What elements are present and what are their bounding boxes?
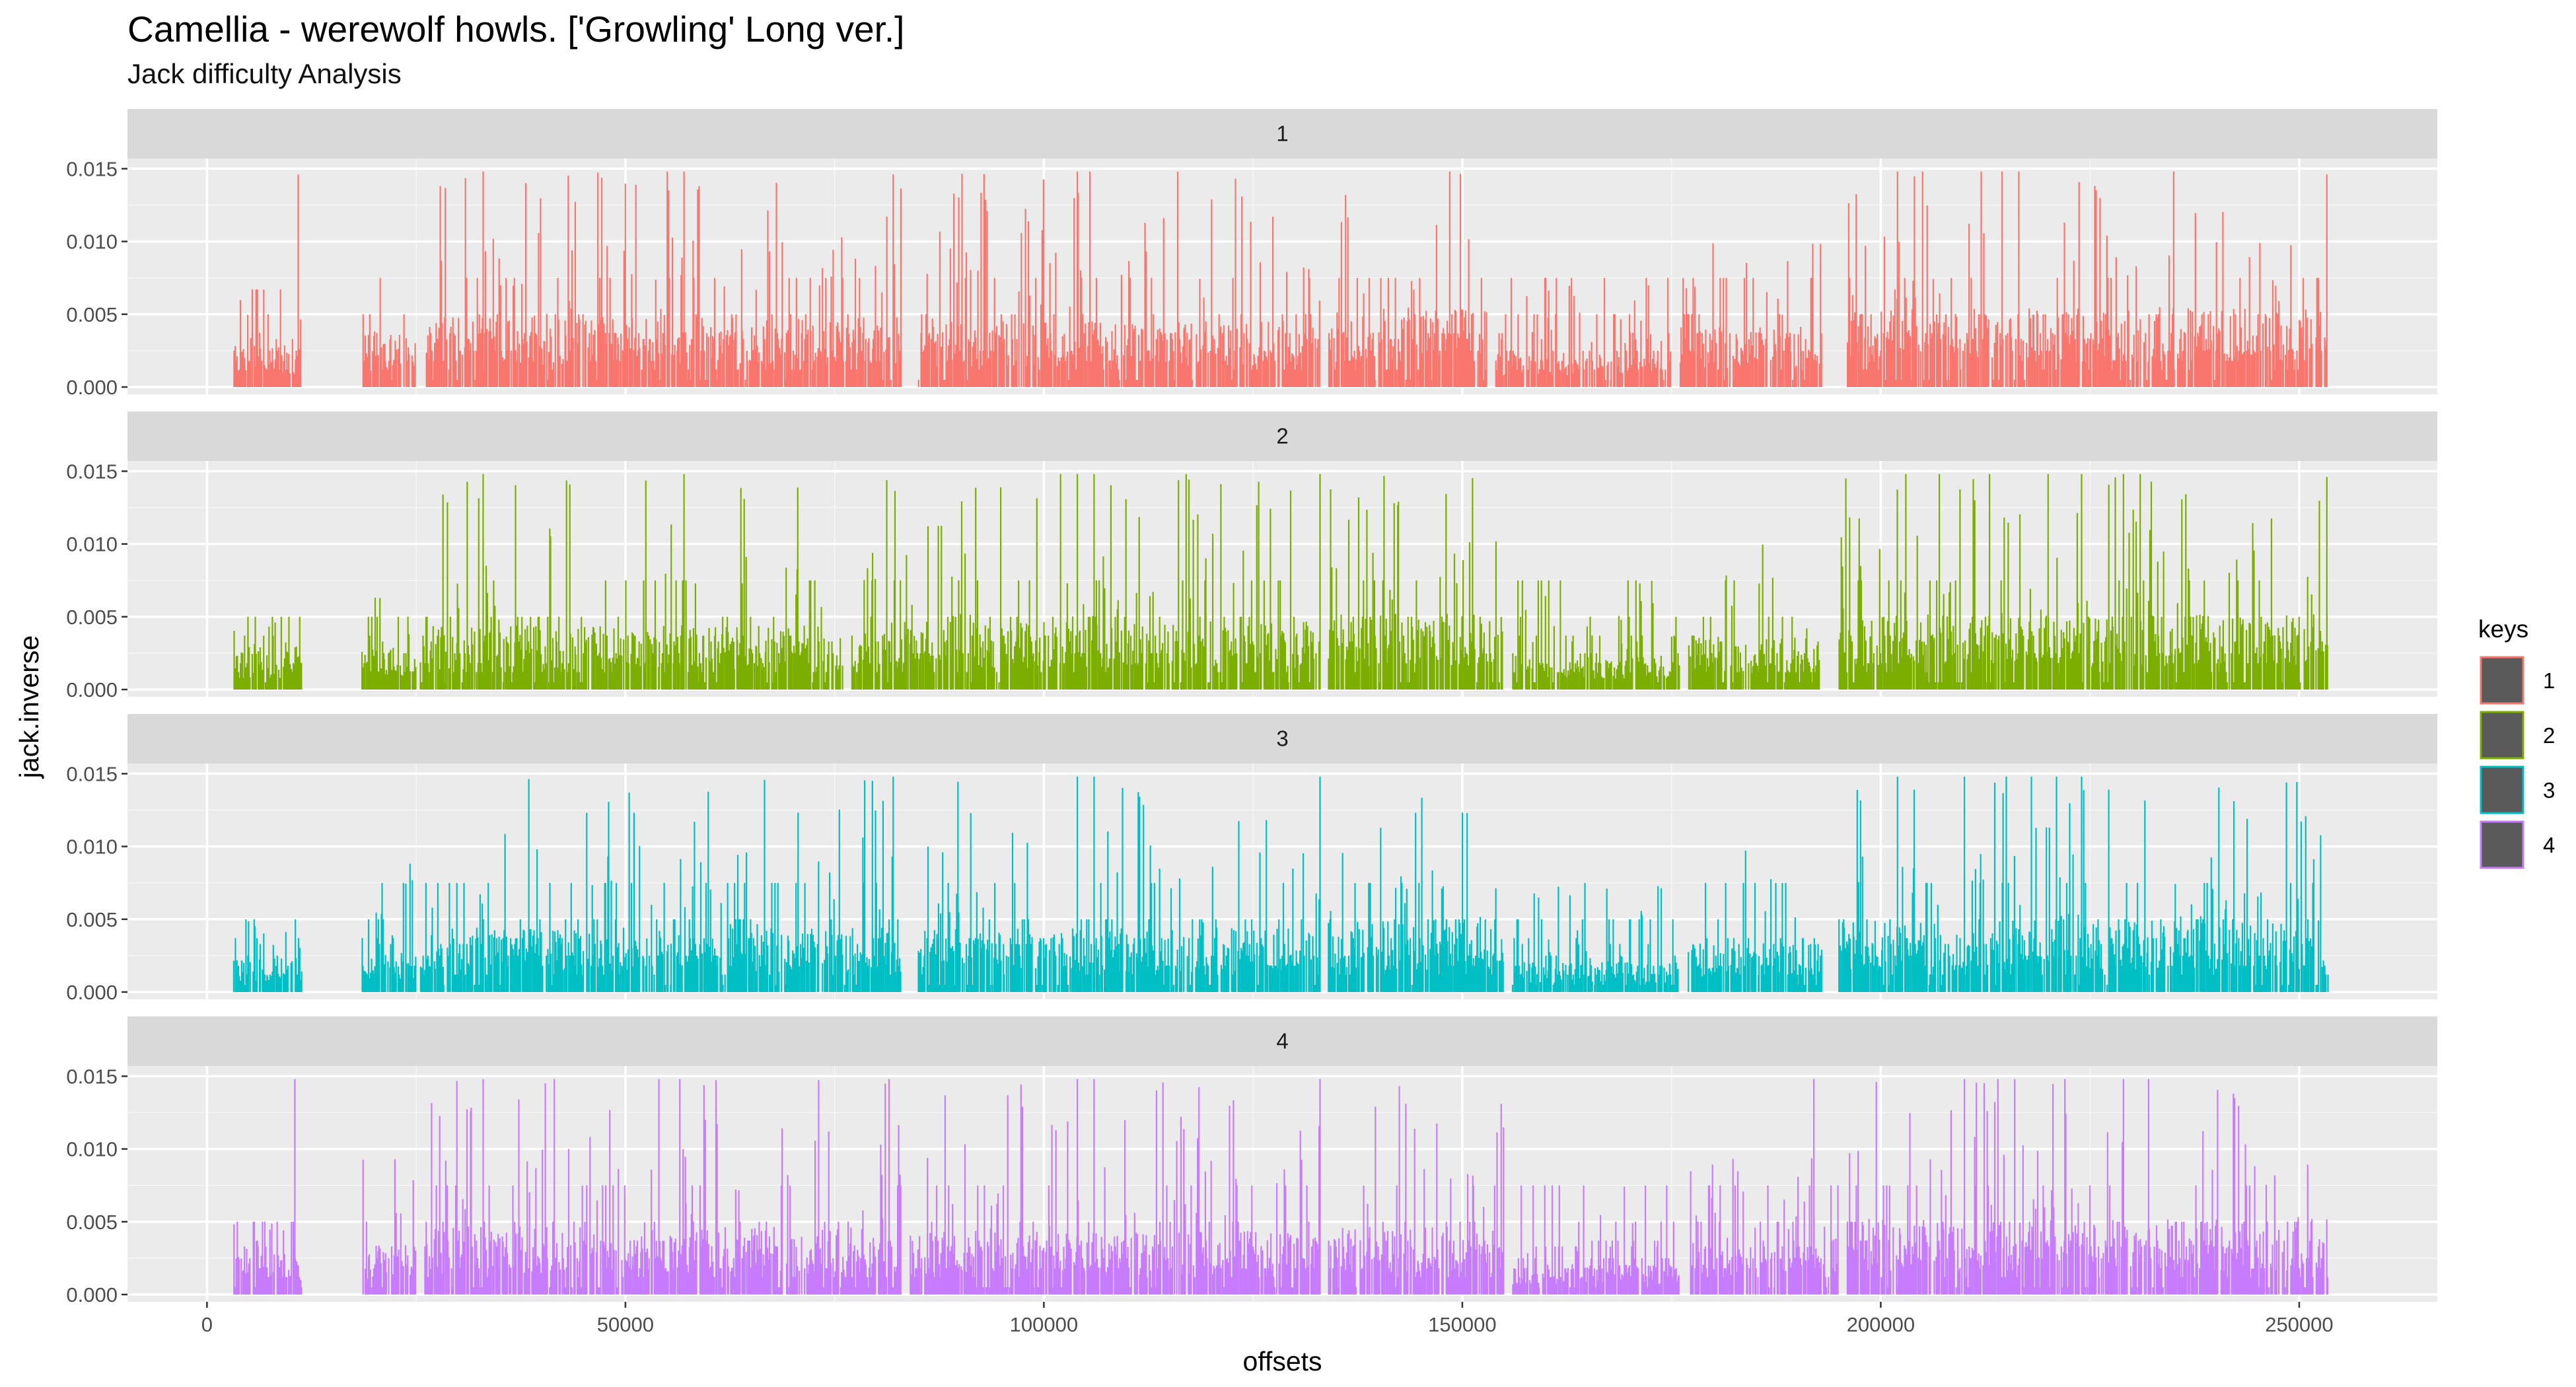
facet-strip [127,411,2437,461]
facet-strip [127,714,2437,764]
series-4-line-marks [233,1079,2328,1295]
legend-label-1: 1 [2543,668,2555,693]
x-tick-label: 250000 [2265,1313,2333,1336]
legend-label-4: 4 [2543,833,2555,857]
facet-strip [127,109,2437,159]
facet-strip [127,1016,2437,1066]
y-tick-label: 0.000 [66,981,118,1004]
series-1-line-marks [233,171,2328,387]
y-tick-label: 0.005 [66,908,118,931]
y-tick-label: 0.015 [66,762,118,785]
legend-label-3: 3 [2543,778,2555,802]
legend-key-4 [2480,820,2524,869]
chart-title: Camellia - werewolf howls. ['Growling' L… [127,9,905,50]
x-tick-label: 150000 [1428,1313,1496,1336]
legend-title: keys [2478,616,2528,643]
series-3-bars [233,776,2329,992]
series-4-bars [233,1079,2328,1295]
x-tick-label: 50000 [597,1313,654,1336]
facet-label-2: 2 [1276,424,1288,448]
y-tick-label: 0.000 [66,678,118,701]
legend-key-1 [2480,656,2524,705]
y-axis-title: jack.inverse [14,635,44,779]
facet-label-3: 3 [1276,727,1288,751]
series-2-line-marks [233,474,2328,690]
legend-label-2: 2 [2543,723,2555,748]
y-tick-label: 0.005 [66,303,118,326]
y-tick-label: 0.010 [66,231,118,254]
x-tick-label: 200000 [1847,1313,1915,1336]
chart-subtitle: Jack difficulty Analysis [127,58,402,89]
y-tick-label: 0.015 [66,1065,118,1088]
facet-label-1: 1 [1276,122,1288,146]
y-tick-label: 0.000 [66,376,118,399]
legend-key-3 [2480,765,2524,814]
y-tick-label: 0.000 [66,1283,118,1306]
facet-label-4: 4 [1276,1029,1288,1053]
y-tick-label: 0.010 [66,836,118,859]
series-2-bars [233,474,2328,690]
x-tick-label: 100000 [1010,1313,1078,1336]
series-1-bars [233,171,2328,387]
y-tick-label: 0.005 [66,1211,118,1234]
y-tick-label: 0.010 [66,1138,118,1161]
y-tick-label: 0.010 [66,533,118,556]
y-tick-label: 0.015 [66,460,118,483]
x-tick-label: 0 [201,1313,213,1336]
y-tick-label: 0.015 [66,157,118,180]
x-axis-title: offsets [1242,1346,1322,1376]
legend-key-2 [2480,711,2524,760]
series-3-line-marks [233,776,2329,992]
y-tick-label: 0.005 [66,606,118,629]
